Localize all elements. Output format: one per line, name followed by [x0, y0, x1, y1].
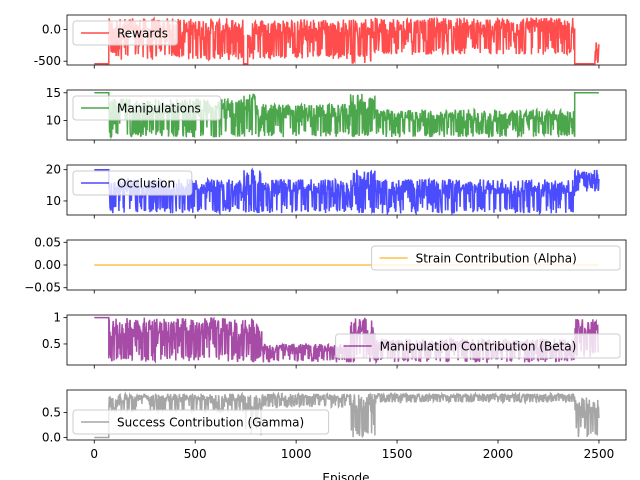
x-tick-label: 0: [90, 447, 98, 461]
axes-frame: [66, 314, 627, 366]
subplot-strain-contribution-alpha: −0.05 0.00 0.05 Strain Contribution (Alpha): [24, 235, 627, 295]
series-line-success-contribution-gamma: [94, 391, 600, 439]
subplots: -500 0.0 Rewards 10 15 Manipulations 10 20 Occlu…: [24, 14, 627, 445]
subplot-manipulation-contribution-beta: 0.5 1 Manipulation Contribution (Beta): [42, 311, 627, 369]
x-tick-label: 2500: [584, 447, 615, 461]
legend-box: [72, 409, 330, 435]
subplot-occlusion: 10 20 Occlusion: [46, 163, 627, 219]
x-axis-label: Episode: [322, 471, 369, 480]
x-tick-label: 500: [184, 447, 207, 461]
y-tick-label: 10: [46, 114, 61, 128]
axes-frame: [66, 89, 627, 141]
subplot-rewards: -500 0.0 Rewards: [34, 14, 627, 69]
legend: Manipulation Contribution (Beta): [335, 333, 621, 359]
series-line-rewards: [94, 16, 600, 65]
legend: Strain Contribution (Alpha): [371, 245, 621, 271]
axes-frame: [66, 14, 627, 66]
y-tick-label: 0.5: [42, 337, 61, 351]
x-tick-label: 1500: [382, 447, 413, 461]
legend-label: Manipulations: [117, 102, 201, 116]
y-tick-label: 15: [46, 86, 61, 100]
legend-label: Success Contribution (Gamma): [117, 416, 304, 430]
legend-box: [335, 333, 621, 359]
y-tick-label: 10: [46, 194, 61, 208]
y-tick-label: 0.05: [34, 235, 61, 249]
legend: Occlusion: [72, 170, 193, 196]
legend-box: [371, 245, 621, 271]
x-axis: 0 500 1000 1500 2000 2500: [90, 447, 614, 461]
legend: Manipulations: [72, 95, 222, 121]
subplot-success-contribution-gamma: 0.0 0.5 Success Contribution (Gamma): [42, 389, 627, 445]
x-tick-label: 2000: [483, 447, 514, 461]
legend-box: [72, 170, 193, 196]
x-tick-label: 1000: [281, 447, 312, 461]
y-tick-label: 1: [53, 311, 61, 325]
legend-label: Manipulation Contribution (Beta): [380, 340, 577, 354]
legend: Success Contribution (Gamma): [72, 409, 330, 435]
y-tick-label: 0.0: [42, 23, 61, 37]
legend-label: Occlusion: [117, 177, 175, 191]
y-tick-label: 0.5: [42, 406, 61, 420]
series-line-manipulations: [94, 92, 599, 140]
legend-box: [72, 20, 178, 46]
y-tick-label: -500: [34, 54, 61, 68]
legend-box: [72, 95, 222, 121]
y-tick-label: 0.0: [42, 431, 61, 445]
legend-label: Rewards: [117, 27, 168, 41]
axes-frame: [66, 164, 627, 216]
subplot-manipulations: 10 15 Manipulations: [46, 86, 627, 144]
y-tick-label: 0.00: [34, 258, 61, 272]
y-tick-label: −0.05: [24, 281, 61, 295]
y-tick-label: 20: [46, 163, 61, 177]
legend: Rewards: [72, 20, 178, 46]
legend-label: Strain Contribution (Alpha): [416, 252, 577, 266]
axes-frame: [66, 389, 627, 441]
